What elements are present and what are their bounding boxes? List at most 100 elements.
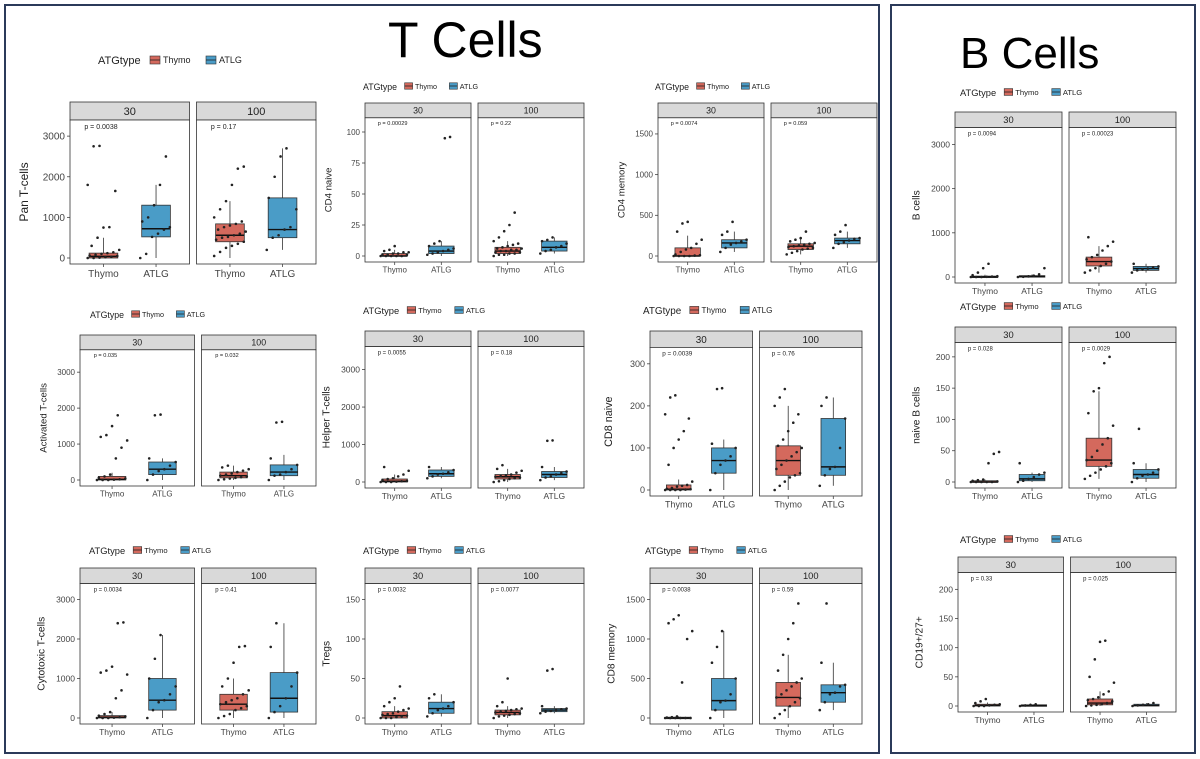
data-point <box>1132 262 1135 266</box>
data-point <box>395 480 398 483</box>
data-point <box>396 710 400 713</box>
data-point <box>278 704 282 708</box>
data-point <box>275 621 278 625</box>
y-tick-label: 200 <box>936 352 950 362</box>
data-point <box>431 475 434 478</box>
legend-title: ATGtype <box>90 310 124 320</box>
data-point <box>407 250 410 254</box>
data-point <box>95 716 99 720</box>
data-point <box>980 275 983 279</box>
data-point <box>494 250 497 254</box>
data-point <box>389 716 393 720</box>
data-point <box>1095 703 1098 707</box>
data-point <box>427 465 431 469</box>
data-point <box>244 230 248 233</box>
box-atlg <box>428 245 455 254</box>
facet-label: 100 <box>803 335 820 346</box>
data-point <box>1132 461 1135 465</box>
y-tick-label: 0 <box>945 477 950 487</box>
data-point <box>216 228 220 231</box>
box-atlg <box>820 418 847 476</box>
data-point <box>793 473 797 477</box>
data-point <box>234 476 237 480</box>
facet-label: 30 <box>124 106 136 118</box>
legend-title: ATGtype <box>645 546 681 556</box>
x-tick-label: Thymo <box>665 500 693 510</box>
panel-frame <box>364 117 472 263</box>
data-point <box>1097 386 1101 390</box>
x-tick-label: Thymo <box>775 727 801 737</box>
data-point <box>222 714 226 718</box>
data-point <box>663 412 667 416</box>
data-point <box>679 716 682 720</box>
data-point <box>289 225 292 229</box>
data-point <box>1112 681 1116 684</box>
data-point <box>499 474 502 478</box>
data-point <box>92 144 95 148</box>
data-point <box>788 240 792 243</box>
t-cells-frame <box>4 4 880 754</box>
data-point <box>843 417 847 420</box>
data-point <box>269 457 273 460</box>
y-tick-label: 1000 <box>931 228 950 238</box>
data-point <box>1103 639 1107 642</box>
data-point <box>115 254 119 258</box>
facet-label: 30 <box>1003 115 1013 125</box>
facet-label: 30 <box>132 571 142 581</box>
data-point <box>242 165 246 168</box>
y-tick-label: 0 <box>355 477 360 487</box>
data-point <box>513 211 516 214</box>
data-point <box>212 254 216 258</box>
data-point <box>120 689 123 692</box>
data-point <box>773 716 776 720</box>
data-point <box>560 244 563 248</box>
data-point <box>1130 271 1134 274</box>
p-value: p = 0.0034 <box>94 587 123 593</box>
box-atlg <box>148 461 177 476</box>
panel-frame <box>649 346 753 497</box>
p-value: p = 0.18 <box>491 350 513 356</box>
data-point <box>426 253 429 257</box>
legend-label-atlg: ATLG <box>1063 535 1082 544</box>
data-point <box>979 700 982 703</box>
data-point <box>1094 266 1097 270</box>
data-point <box>214 238 218 242</box>
data-point <box>1099 468 1103 471</box>
data-point <box>1018 461 1021 465</box>
legend-label-atlg: ATLG <box>1063 302 1082 311</box>
y-axis-label: Helper T-cells <box>321 386 332 448</box>
data-point <box>828 693 832 696</box>
data-point <box>515 248 518 252</box>
data-point <box>811 246 815 250</box>
data-point <box>710 442 714 446</box>
y-tick-label: 0 <box>355 713 360 723</box>
y-tick-label: 75 <box>351 159 360 168</box>
data-point <box>675 715 679 718</box>
data-point <box>714 708 717 712</box>
data-point <box>990 480 994 484</box>
data-point <box>509 708 513 712</box>
data-point <box>825 396 828 399</box>
data-point <box>441 472 445 476</box>
data-point <box>1151 471 1155 474</box>
data-point <box>405 714 409 717</box>
data-point <box>700 238 703 242</box>
data-point <box>790 251 794 255</box>
data-point <box>234 222 238 226</box>
data-point <box>515 708 518 711</box>
data-point <box>1111 424 1115 427</box>
data-point <box>277 233 280 237</box>
chart-2-cd4-memory: ATGtype Thymo ATLG CD4 memory 0 500 1000 1500 30… <box>616 82 878 274</box>
data-point <box>684 716 687 720</box>
data-point <box>825 602 828 605</box>
data-point <box>677 614 680 617</box>
data-point <box>1088 474 1092 478</box>
data-point <box>426 715 429 718</box>
x-tick-label: ATLG <box>152 727 174 737</box>
box-atlg <box>269 464 299 477</box>
facet-label: 100 <box>1115 330 1131 340</box>
data-point <box>786 429 790 433</box>
x-tick-label: Thymo <box>100 489 125 498</box>
data-point <box>508 252 511 255</box>
x-tick-label: ATLG <box>273 727 295 737</box>
